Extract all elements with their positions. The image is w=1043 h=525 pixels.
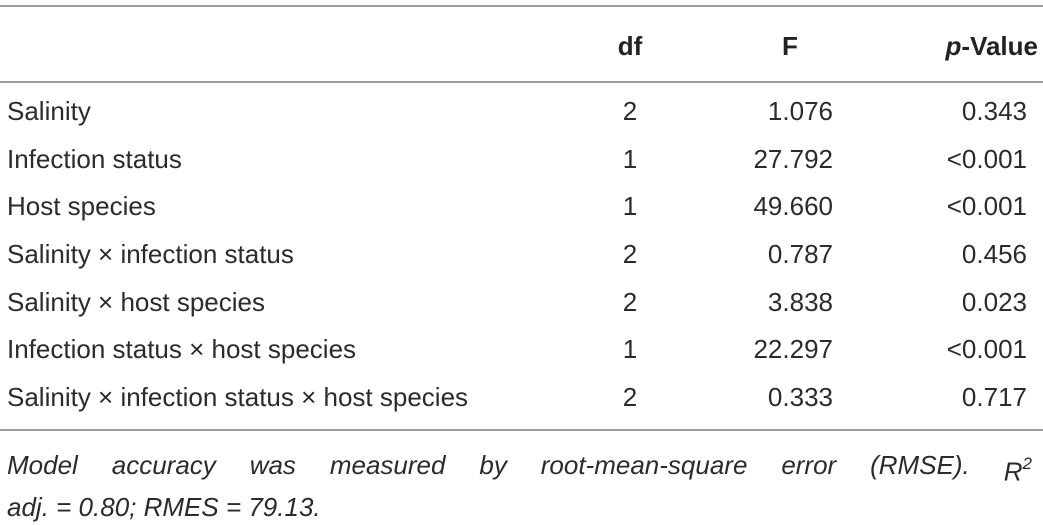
footnote-word: R xyxy=(1003,456,1023,487)
footnote-word: measured xyxy=(329,450,446,480)
table-bottom-rule xyxy=(0,429,1043,431)
p-value-cell: 0.343 xyxy=(961,96,1027,126)
df-cell: 1 xyxy=(622,334,638,365)
table-row: Salinity × host species 2 3.838 0.023 xyxy=(0,279,1043,327)
term-cell: Host species xyxy=(7,191,156,222)
p-value-cell: 0.717 xyxy=(961,382,1027,413)
column-header-p-value: p-Value xyxy=(880,28,1038,64)
column-header-f: F xyxy=(782,31,798,61)
footnote-word: Model xyxy=(7,450,78,480)
header-rule xyxy=(0,81,1043,83)
term-cell: Salinity × infection status × host speci… xyxy=(7,382,469,413)
term-cell: Salinity × host species xyxy=(7,286,265,317)
footnote-word: accuracy xyxy=(111,450,216,480)
value-label: -Value xyxy=(961,31,1038,61)
table-row: Salinity 2 1.076 0.343 xyxy=(0,88,1043,136)
term-cell: Salinity xyxy=(7,96,91,126)
superscript: 2 xyxy=(1022,454,1032,473)
p-value-cell: <0.001 xyxy=(946,191,1027,222)
footnote-line-1: Model accuracy was measured by root-mean… xyxy=(7,448,1032,490)
footnote-r-squared: R2 xyxy=(1004,448,1032,490)
f-cell: 1.076 xyxy=(767,96,833,126)
p-value-cell: <0.001 xyxy=(946,143,1027,174)
table-row: Salinity × infection status 2 0.787 0.45… xyxy=(0,231,1043,279)
df-cell: 1 xyxy=(622,143,638,174)
table-body: Salinity 2 1.076 0.343 Infection status … xyxy=(0,88,1043,422)
table-row: Host species 1 49.660 <0.001 xyxy=(0,183,1043,231)
footnote-word: (RMSE). xyxy=(870,450,970,480)
footnote-word: error xyxy=(781,450,837,480)
p-value-cell: 0.023 xyxy=(961,286,1027,317)
p-letter: p xyxy=(945,31,962,61)
p-value-cell: <0.001 xyxy=(946,334,1027,365)
term-cell: Salinity × infection status xyxy=(7,239,294,270)
table-footnote: Model accuracy was measured by root-mean… xyxy=(7,448,1032,525)
footnote-word: by xyxy=(479,450,507,480)
df-cell: 2 xyxy=(622,286,638,317)
df-cell: 2 xyxy=(622,96,638,126)
f-cell: 27.792 xyxy=(753,143,833,174)
f-cell: 22.297 xyxy=(753,334,833,365)
f-cell: 3.838 xyxy=(767,286,833,317)
table-row: Salinity × infection status × host speci… xyxy=(0,374,1043,422)
f-cell: 0.333 xyxy=(767,382,833,413)
df-cell: 1 xyxy=(622,191,638,222)
footnote-word: root-mean-square xyxy=(540,450,748,480)
df-cell: 2 xyxy=(622,382,638,413)
df-cell: 2 xyxy=(622,239,638,270)
f-cell: 49.660 xyxy=(753,191,833,222)
table-row: Infection status 1 27.792 <0.001 xyxy=(0,136,1043,184)
column-header-df: df xyxy=(617,31,643,61)
f-cell: 0.787 xyxy=(767,239,833,270)
table-row: Infection status × host species 1 22.297… xyxy=(0,326,1043,374)
term-cell: Infection status xyxy=(7,143,182,174)
footnote-word: was xyxy=(249,450,296,480)
table-top-rule xyxy=(0,5,1043,7)
p-value-cell: 0.456 xyxy=(961,239,1027,270)
term-cell: Infection status × host species xyxy=(7,334,357,365)
footnote-line-2: adj. = 0.80; RMES = 79.13. xyxy=(7,491,321,522)
